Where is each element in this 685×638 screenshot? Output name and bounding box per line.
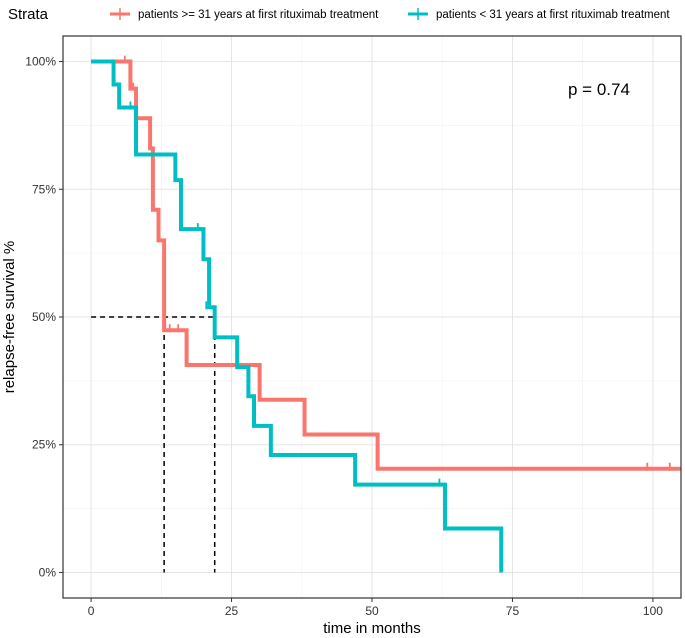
- x-tick-label: 25: [225, 604, 239, 618]
- y-tick-label: 25%: [32, 438, 56, 452]
- x-tick-label: 0: [88, 604, 95, 618]
- y-axis-title: relapse-free survival %: [1, 241, 18, 394]
- x-tick-label: 75: [506, 604, 520, 618]
- y-tick-label: 100%: [25, 55, 56, 69]
- survival-curve-older-group: [91, 59, 681, 471]
- legend-key-younger-group: [408, 8, 428, 20]
- p-value-annotation: p = 0.74: [568, 80, 630, 99]
- x-tick-label: 100: [643, 604, 663, 618]
- legend-title: Strata: [8, 6, 49, 23]
- median-lines: [91, 316, 216, 573]
- x-tick-label: 50: [365, 604, 379, 618]
- x-axis: 0 25 50 75 100: [88, 598, 663, 618]
- survival-curve-younger-group: [91, 59, 504, 573]
- grid: [63, 36, 681, 598]
- legend-key-older-group: [110, 8, 130, 20]
- legend-label-older-group: patients >= 31 years at first rituximab …: [138, 9, 379, 21]
- legend-label-younger-group: patients < 31 years at first rituximab t…: [436, 9, 670, 21]
- y-tick-label: 75%: [32, 182, 56, 196]
- y-tick-label: 50%: [32, 310, 56, 324]
- y-tick-label: 0%: [39, 565, 57, 579]
- series-layer: [91, 55, 681, 573]
- legend: Strata patients >= 31 years at first rit…: [8, 6, 670, 23]
- y-axis: 0% 25% 50% 75% 100%: [25, 55, 63, 579]
- x-axis-title: time in months: [323, 620, 421, 637]
